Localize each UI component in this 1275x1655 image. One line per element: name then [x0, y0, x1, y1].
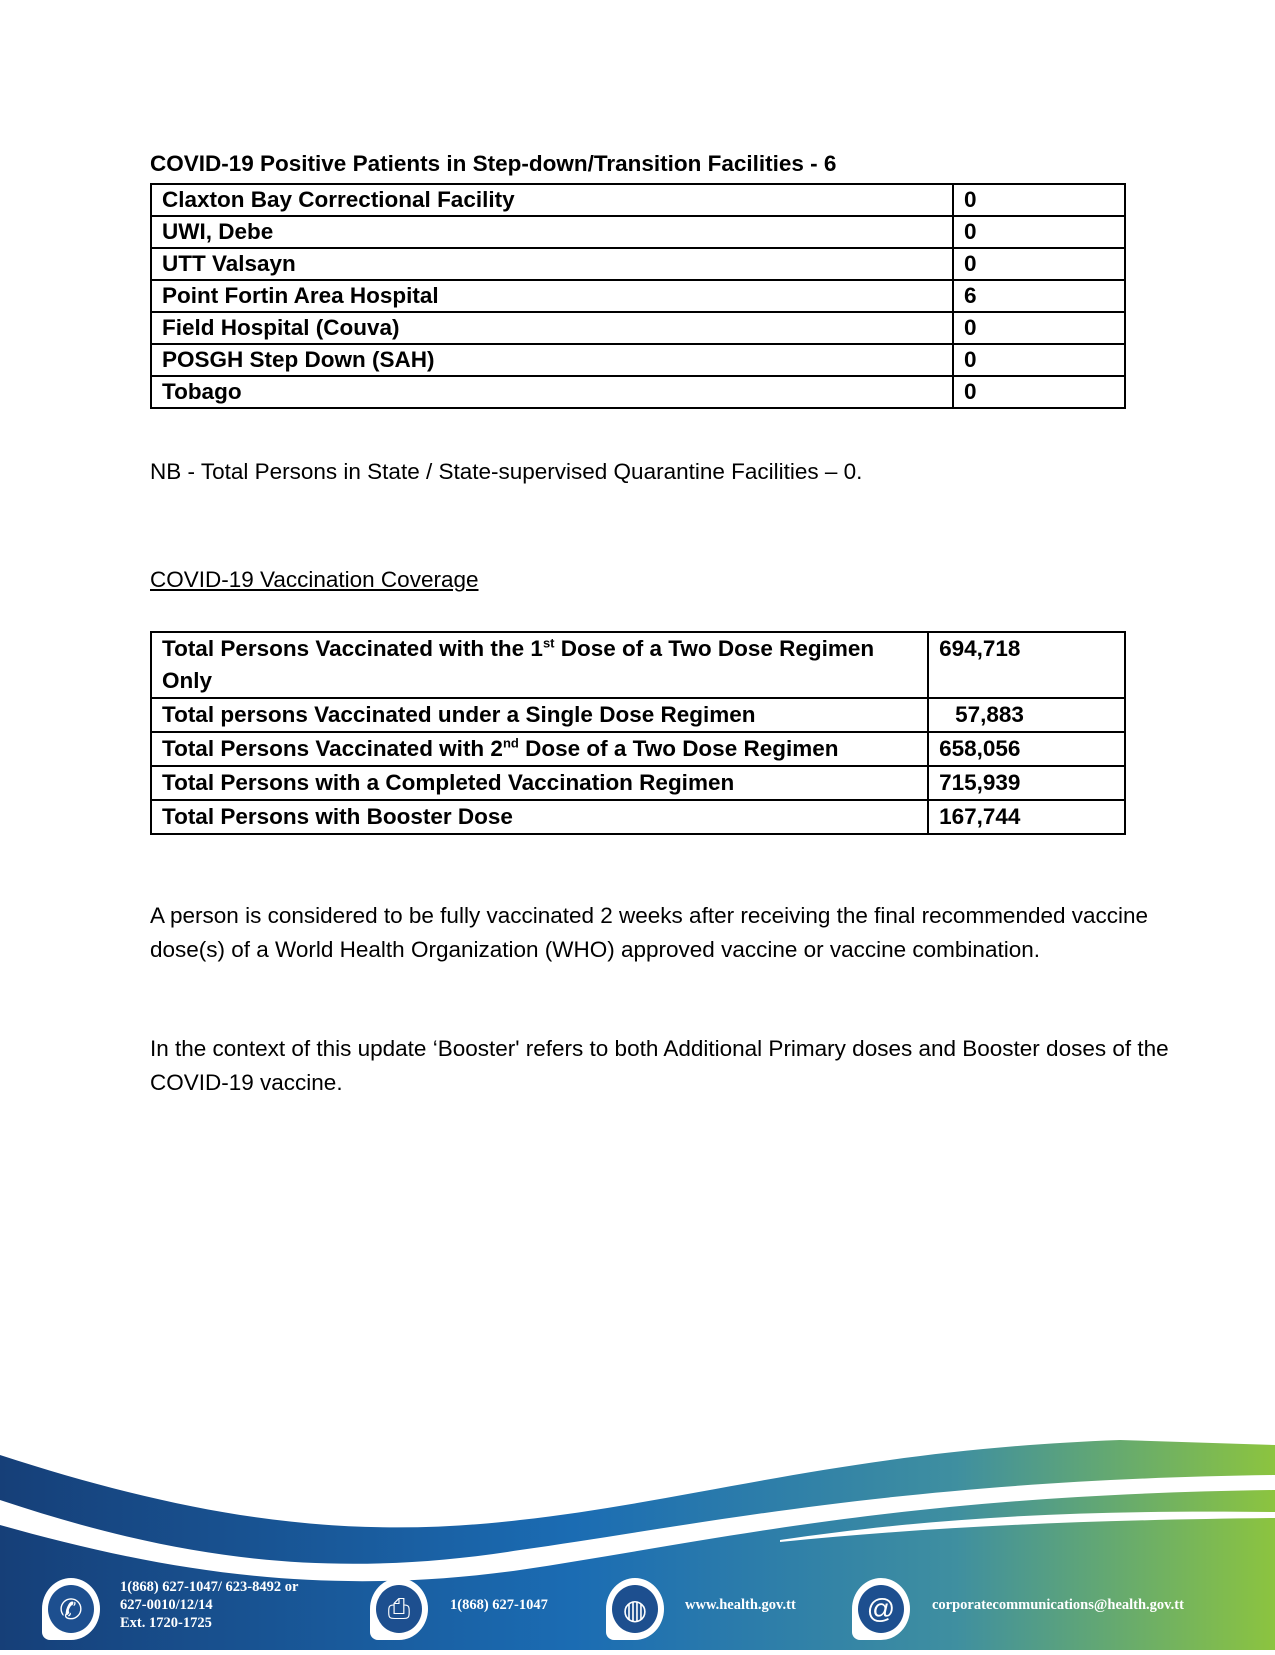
facility-count: 0: [952, 215, 1126, 249]
facility-count: 0: [952, 343, 1126, 377]
facility-name: POSGH Step Down (SAH): [150, 343, 954, 377]
footer-phone: 1(868) 627-1047/ 623-8492 or 627-0010/12…: [120, 1578, 298, 1632]
metric-label: Total Persons with Booster Dose: [149, 799, 930, 835]
at-icon: @: [852, 1578, 910, 1640]
label-start: Total Persons with Booster Dose: [162, 804, 513, 829]
table-row: Total Persons with Booster Dose 167,744: [149, 799, 1126, 835]
footer-wave-graphic: [0, 1440, 1275, 1650]
table-row: Field Hospital (Couva) 0: [150, 311, 1126, 345]
table-row: Tobago 0: [150, 375, 1126, 409]
facility-count: 0: [952, 375, 1126, 409]
label-start: Total Persons with a Completed Vaccinati…: [162, 770, 735, 795]
footer-fax: 1(868) 627-1047: [450, 1597, 548, 1613]
table-row: Point Fortin Area Hospital 6: [150, 279, 1126, 313]
vaccination-heading: COVID-19 Vaccination Coverage: [150, 567, 479, 592]
fax-icon: ⎙: [370, 1578, 428, 1640]
facility-count: 0: [952, 247, 1126, 281]
facility-count: 6: [952, 279, 1126, 313]
table-row: Total Persons with a Completed Vaccinati…: [149, 765, 1126, 801]
table-row: UTT Valsayn 0: [150, 247, 1126, 281]
label-start: Total persons Vaccinated under a Single …: [162, 702, 756, 727]
fully-vaccinated-paragraph: A person is considered to be fully vacci…: [150, 903, 1149, 962]
facility-name: Claxton Bay Correctional Facility: [150, 183, 954, 217]
phone-line: Ext. 1720-1725: [120, 1615, 212, 1631]
metric-value: 658,056: [927, 731, 1126, 767]
ordinal-suffix: nd: [502, 735, 519, 751]
stepdown-title: COVID-19 Positive Patients in Step-down/…: [150, 151, 837, 176]
phone-line: 627-0010/12/14: [120, 1597, 213, 1613]
metric-value: 694,718: [927, 631, 1126, 699]
metric-label: Total Persons Vaccinated with the 1st Do…: [149, 631, 930, 699]
table-row: Total Persons Vaccinated with 2nd Dose o…: [149, 731, 1126, 767]
facility-name: Point Fortin Area Hospital: [150, 279, 954, 313]
facility-name: Tobago: [150, 375, 954, 409]
metric-value: 57,883: [927, 697, 1126, 733]
facility-count: 0: [952, 311, 1126, 345]
metric-value: 715,939: [927, 765, 1126, 801]
table-row: POSGH Step Down (SAH) 0: [150, 343, 1126, 377]
stepdown-table: Claxton Bay Correctional Facility 0 UWI, D…: [150, 183, 1126, 409]
phone-icon: ✆: [42, 1578, 100, 1640]
metric-label: Total persons Vaccinated under a Single …: [149, 697, 930, 733]
footer-banner: ✆ 1(868) 627-1047/ 623-8492 or 627-0010/…: [0, 1430, 1275, 1650]
label-start: Total Persons Vaccinated with 2: [162, 736, 503, 761]
metric-label: Total Persons Vaccinated with 2nd Dose o…: [149, 731, 930, 767]
phone-line: 1(868) 627-1047/ 623-8492 or: [120, 1579, 299, 1595]
globe-icon: ◍: [606, 1578, 664, 1640]
table-row: Total Persons Vaccinated with the 1st Do…: [149, 631, 1126, 699]
footer-email[interactable]: corporatecommunications@health.gov.tt: [932, 1597, 1184, 1613]
table-row: Claxton Bay Correctional Facility 0: [150, 183, 1126, 217]
ordinal-suffix: st: [542, 635, 555, 651]
footer-website[interactable]: www.health.gov.tt: [685, 1597, 796, 1613]
facility-count: 0: [952, 183, 1126, 217]
table-row: Total persons Vaccinated under a Single …: [149, 697, 1126, 733]
booster-paragraph: In the context of this update ‘Booster' …: [150, 1036, 1169, 1095]
facility-name: UWI, Debe: [150, 215, 954, 249]
label-rest: Dose of a Two Dose Regimen Only: [162, 636, 875, 693]
metric-label: Total Persons with a Completed Vaccinati…: [149, 765, 930, 801]
label-start: Total Persons Vaccinated with the 1: [162, 636, 543, 661]
vaccination-table: Total Persons Vaccinated with the 1st Do…: [149, 631, 1126, 835]
nb-note: NB - Total Persons in State / State-supe…: [150, 459, 863, 484]
facility-name: Field Hospital (Couva): [150, 311, 954, 345]
label-rest: Dose of a Two Dose Regimen: [518, 736, 839, 761]
table-row: UWI, Debe 0: [150, 215, 1126, 249]
facility-name: UTT Valsayn: [150, 247, 954, 281]
metric-value: 167,744: [927, 799, 1126, 835]
